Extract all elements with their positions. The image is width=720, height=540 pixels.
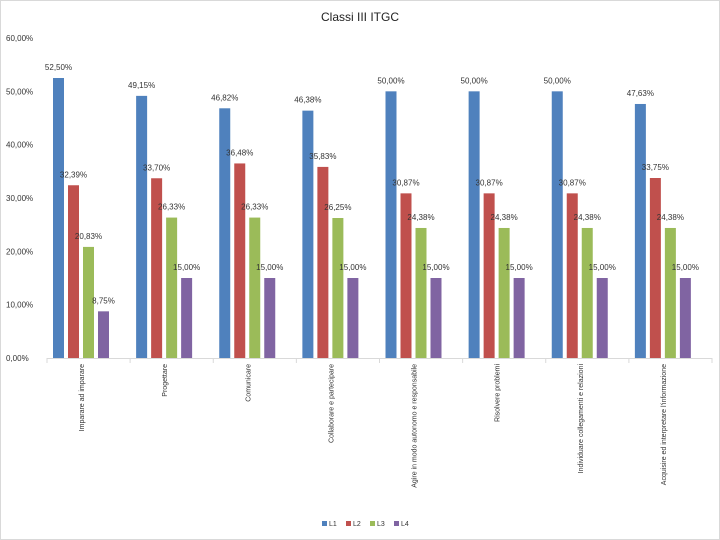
- bar-l2: [68, 185, 79, 358]
- data-label: 33,75%: [642, 163, 669, 172]
- bar-l1: [551, 91, 563, 358]
- data-label: 26,33%: [158, 203, 185, 212]
- legend-swatch-l2: [346, 521, 351, 526]
- y-tick-label: 10,00%: [6, 301, 33, 310]
- bar-l1: [219, 108, 231, 358]
- legend-label: L3: [377, 521, 385, 528]
- legend-swatch-l3: [370, 521, 375, 526]
- data-label: 15,00%: [506, 263, 533, 272]
- y-tick-label: 60,00%: [6, 34, 33, 43]
- data-label: 24,38%: [407, 213, 434, 222]
- data-label: 8,75%: [92, 296, 115, 305]
- data-label: 30,87%: [476, 178, 503, 187]
- category-label: Acquisire ed interpretare l'informazione: [661, 364, 668, 485]
- data-label: 33,70%: [143, 163, 170, 172]
- data-label: 52,50%: [45, 63, 72, 72]
- bar-l3: [664, 227, 676, 358]
- data-label: 50,00%: [544, 76, 571, 85]
- bar-l1: [53, 78, 64, 358]
- data-label: 24,38%: [491, 213, 518, 222]
- category-label: Imparare ad imparare: [79, 364, 86, 431]
- data-label: 15,00%: [173, 263, 200, 272]
- data-label: 30,87%: [559, 178, 586, 187]
- bar-l3: [83, 246, 94, 358]
- data-label: 15,00%: [589, 263, 616, 272]
- data-label: 15,00%: [672, 263, 699, 272]
- legend-label: L4: [401, 521, 409, 528]
- data-label: 26,25%: [324, 203, 351, 212]
- bar-l3: [498, 227, 510, 358]
- y-tick-label: 20,00%: [6, 247, 33, 256]
- category-label: Collaborare e partecipare: [328, 364, 335, 443]
- bar-l4: [596, 278, 608, 358]
- bar-l1: [302, 110, 314, 358]
- legend-label: L1: [329, 521, 337, 528]
- bar-l4: [513, 278, 525, 358]
- data-label: 20,83%: [75, 232, 102, 241]
- data-label: 49,15%: [128, 81, 155, 90]
- data-label: 46,82%: [211, 93, 238, 102]
- bar-l2: [649, 178, 661, 358]
- data-label: 47,63%: [627, 89, 654, 98]
- bar-l4: [181, 278, 193, 358]
- legend-label: L2: [353, 521, 361, 528]
- bar-l2: [483, 193, 495, 358]
- bar-l2: [234, 163, 246, 358]
- bar-l2: [317, 166, 329, 358]
- y-tick-label: 50,00%: [6, 87, 33, 96]
- category-label: Progettare: [162, 364, 169, 397]
- y-tick-label: 40,00%: [6, 141, 33, 150]
- bar-l3: [166, 217, 178, 358]
- bar-l4: [264, 278, 276, 358]
- legend-swatch-l1: [322, 521, 327, 526]
- data-label: 15,00%: [422, 263, 449, 272]
- legend-swatch-l4: [394, 521, 399, 526]
- data-label: 26,33%: [241, 203, 268, 212]
- bar-l4: [430, 278, 442, 358]
- bar-l1: [136, 95, 148, 358]
- y-tick-label: 0,00%: [6, 354, 29, 363]
- bar-l3: [415, 227, 427, 358]
- data-label: 24,38%: [574, 213, 601, 222]
- y-tick-label: 30,00%: [6, 194, 33, 203]
- bar-l4: [347, 278, 359, 358]
- data-label: 50,00%: [377, 76, 404, 85]
- chart-title: Classi III ITGC: [320, 10, 399, 24]
- bar-l3: [332, 218, 344, 358]
- bar-l1: [634, 103, 646, 359]
- category-label: Risolvere problemi: [495, 364, 502, 422]
- bar-l4: [679, 278, 691, 358]
- data-label: 15,00%: [256, 263, 283, 272]
- category-label: Comunicare: [245, 364, 252, 402]
- bar-l2: [400, 193, 412, 358]
- data-label: 30,87%: [392, 178, 419, 187]
- category-label: Agire in modo autonomo e responsabile: [412, 364, 419, 488]
- bar-l4: [98, 311, 109, 358]
- category-label: Individuare collegamenti e relazioni: [578, 364, 585, 474]
- bar-l3: [249, 217, 261, 358]
- data-label: 46,38%: [294, 96, 321, 105]
- bar-l1: [385, 91, 397, 358]
- data-label: 32,39%: [60, 170, 87, 179]
- data-label: 15,00%: [339, 263, 366, 272]
- data-label: 36,48%: [226, 148, 253, 157]
- data-label: 24,38%: [657, 213, 684, 222]
- data-label: 35,83%: [309, 152, 336, 161]
- data-label: 50,00%: [461, 76, 488, 85]
- bar-l1: [468, 91, 480, 358]
- bar-l3: [581, 227, 593, 358]
- bar-l2: [151, 178, 163, 358]
- bar-l2: [566, 193, 578, 358]
